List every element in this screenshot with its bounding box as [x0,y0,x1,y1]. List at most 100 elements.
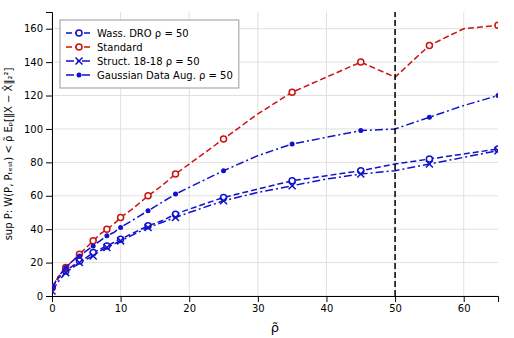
grid-line-x [395,12,396,296]
tick: 60 [458,296,471,314]
marker [290,141,295,146]
tick-label: 20 [30,257,43,268]
marker [118,225,123,230]
legend-marker [76,44,82,50]
marker [173,192,178,197]
grid-line-y [52,195,498,196]
legend: Wass. DRO ρ = 50StandardStruct. 18-18 ρ … [60,20,239,88]
tick-label: 60 [458,303,471,314]
tick-label: 80 [30,157,43,168]
marker [358,128,363,133]
legend-item: Struct. 18-18 ρ = 50 [66,56,200,67]
tick-mark [46,29,52,30]
marker [427,115,432,120]
tick-label: 60 [30,190,43,201]
marker [117,237,124,244]
marker [220,197,227,204]
tick-label: 160 [24,23,43,34]
grid-line-y [52,262,498,263]
marker [221,136,227,142]
legend-box [60,20,239,88]
tick-label: 120 [24,90,43,101]
tick-label: 10 [115,303,128,314]
grid-line-x [257,12,258,296]
marker [103,244,110,251]
tick-label: 0 [37,291,43,302]
tick-label: 100 [24,124,43,135]
marker [104,233,109,238]
x-axis-title: ρ̃ [271,320,279,335]
tick: 140 [24,57,52,68]
marker [145,224,152,231]
tick-mark [46,129,52,130]
series [52,147,498,294]
line [52,25,498,287]
tick-mark [258,296,259,302]
marker [146,208,151,213]
tick-label: 50 [389,303,402,314]
chart: 0102030405060020406080100120140160ρ̃sup … [0,0,514,338]
series [52,146,498,291]
marker [76,259,83,266]
legend-marker [76,58,83,65]
tick-mark [189,296,190,302]
tick-mark [46,196,52,197]
tick-mark [326,296,327,302]
tick-mark [395,296,396,302]
series [52,93,498,290]
marker [77,253,82,258]
plot-area [52,12,498,296]
tick-label: 140 [24,57,43,68]
marker [91,243,96,248]
grid-line-y [52,128,498,129]
tick: 30 [252,296,265,314]
marker [145,193,151,199]
tick: 0 [37,291,52,302]
marker [289,182,296,189]
line [52,149,498,288]
axis-line [46,13,53,297]
tick: 20 [183,296,196,314]
grid [52,12,498,296]
tick: 20 [30,257,52,268]
tick-label: 20 [183,303,196,314]
tick: 40 [321,296,334,314]
series [52,22,498,290]
marker [90,252,97,259]
marker [358,59,364,65]
tick-mark [46,229,52,230]
tick-mark [121,296,122,302]
tick: 10 [115,296,128,314]
grid-line-y [52,95,498,96]
tick: 160 [24,23,52,34]
marker [496,93,499,98]
tick-mark [46,162,52,163]
legend-item: Gaussian Data Aug. ρ = 50 [66,70,233,81]
marker [426,161,433,168]
x-axis: 0 10 20 30 40 50 60 [49,296,498,314]
tick-label: 0 [49,303,55,314]
tick: 50 [389,296,402,314]
tick: 100 [24,124,52,135]
marker [118,214,124,220]
axis-line [53,297,499,303]
tick-mark [46,263,52,264]
tick: 120 [24,90,52,101]
marker [289,89,295,95]
tick-label: 30 [252,303,265,314]
tick-mark [46,296,52,297]
tick-label: 40 [30,224,43,235]
y-axis: 0 20 40 60 80 100 120 140 160 [24,13,53,302]
tick-mark [46,96,52,97]
marker [357,171,364,178]
reference-line [394,12,396,296]
marker [52,285,55,290]
marker [495,22,498,28]
line [52,151,498,291]
tick-label: 40 [321,303,334,314]
tick: 80 [30,157,52,168]
legend-marker [76,30,82,36]
legend-marker [77,73,82,78]
tick-mark [46,62,52,63]
marker [172,214,179,221]
